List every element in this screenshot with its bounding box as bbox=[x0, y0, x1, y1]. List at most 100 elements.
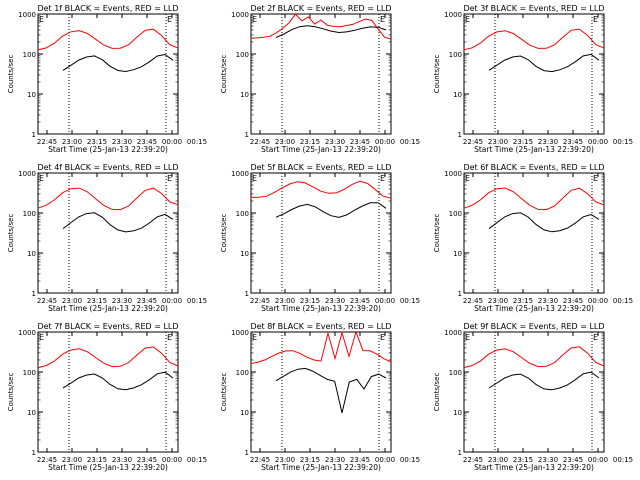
y-tick-label: 100 bbox=[23, 210, 36, 218]
series-line-lld bbox=[250, 180, 392, 199]
marker-label: E bbox=[465, 15, 470, 24]
x-axis: 22:45 23:00 23:15 23:30 23:45 00:00 00:15 bbox=[250, 173, 420, 305]
x-axis: 22:45 23:00 23:15 23:30 23:45 00:00 00:15 bbox=[250, 14, 420, 146]
x-tick-label: 23:30 bbox=[538, 297, 558, 305]
y-tick-label: 1 bbox=[458, 449, 462, 457]
x-axis: 22:45 23:00 23:15 23:30 23:45 00:00 00:15 bbox=[463, 332, 633, 464]
x-tick-label: 23:45 bbox=[350, 456, 370, 464]
x-tick-label: 23:45 bbox=[563, 297, 583, 305]
y-tick-label: 10 bbox=[27, 91, 36, 99]
series-line-events bbox=[488, 371, 600, 391]
series-line-events bbox=[62, 212, 174, 233]
y-axis-label: Counts/sec bbox=[433, 55, 441, 94]
plot-frame bbox=[250, 13, 392, 135]
y-tick-label: 1 bbox=[245, 449, 249, 457]
x-tick-label: 00:15 bbox=[613, 456, 633, 464]
x-tick-label: 23:15 bbox=[513, 297, 533, 305]
x-tick-label: 22:45 bbox=[37, 456, 57, 464]
series-line-lld bbox=[37, 28, 179, 51]
y-axis-label: Counts/sec bbox=[220, 373, 228, 412]
x-axis-label: Start Time (25-Jan-13 22:39:20) bbox=[261, 463, 381, 472]
plot-frame bbox=[250, 331, 392, 453]
y-axis-label: Counts/sec bbox=[7, 55, 15, 94]
x-tick-label: 00:00 bbox=[162, 456, 182, 464]
x-tick-label: 23:30 bbox=[112, 138, 132, 146]
chart-title: Det 3f BLACK = Events, RED = LLD bbox=[463, 4, 604, 13]
x-tick-label: 23:45 bbox=[563, 456, 583, 464]
y-tick-label: 1 bbox=[32, 131, 36, 139]
marker-label: E bbox=[252, 15, 257, 24]
x-tick-label: 23:30 bbox=[325, 297, 345, 305]
series-line-lld bbox=[463, 28, 605, 51]
x-tick-label: 23:00 bbox=[275, 138, 295, 146]
y-tick-label: 100 bbox=[236, 210, 249, 218]
series-line-events bbox=[275, 367, 387, 414]
x-tick-label: 23:45 bbox=[137, 297, 157, 305]
x-tick-label: 23:00 bbox=[488, 297, 508, 305]
y-tick-label: 100 bbox=[236, 51, 249, 59]
x-tick-label: 00:15 bbox=[613, 297, 633, 305]
x-tick-label: 23:30 bbox=[538, 138, 558, 146]
chart-panel-8: Det 8f BLACK = Events, RED = LLD 1 10 100 10… bbox=[220, 322, 420, 472]
y-tick-label: 1000 bbox=[18, 11, 36, 19]
marker-label: E bbox=[167, 333, 172, 342]
y-axis: 1 10 100 1000 bbox=[18, 11, 178, 139]
x-axis-label: Start Time (25-Jan-13 22:39:20) bbox=[474, 145, 594, 154]
series-line-lld bbox=[250, 330, 392, 365]
x-tick-label: 00:00 bbox=[162, 138, 182, 146]
y-tick-label: 1 bbox=[245, 131, 249, 139]
y-tick-label: 1000 bbox=[231, 329, 249, 337]
marker-label: E bbox=[167, 174, 172, 183]
x-tick-label: 22:45 bbox=[250, 297, 270, 305]
x-tick-label: 23:00 bbox=[62, 297, 82, 305]
y-axis-label: Counts/sec bbox=[7, 214, 15, 253]
y-tick-label: 1 bbox=[458, 131, 462, 139]
y-tick-label: 10 bbox=[453, 409, 462, 417]
chart-panel-4: Det 4f BLACK = Events, RED = LLD 1 10 100 10… bbox=[7, 163, 207, 313]
marker-label: E bbox=[465, 333, 470, 342]
series-line-lld bbox=[250, 13, 392, 40]
x-tick-label: 00:15 bbox=[613, 138, 633, 146]
y-tick-label: 1000 bbox=[231, 170, 249, 178]
y-tick-label: 100 bbox=[236, 369, 249, 377]
plot-frame bbox=[463, 172, 605, 294]
y-tick-label: 10 bbox=[240, 250, 249, 258]
x-tick-label: 00:00 bbox=[375, 138, 395, 146]
x-tick-label: 23:15 bbox=[300, 456, 320, 464]
y-axis: 1 10 100 1000 bbox=[231, 170, 391, 298]
x-tick-label: 00:00 bbox=[588, 297, 608, 305]
x-tick-label: 23:15 bbox=[513, 456, 533, 464]
y-tick-label: 10 bbox=[453, 91, 462, 99]
y-axis-label: Counts/sec bbox=[220, 55, 228, 94]
chart-title: Det 7f BLACK = Events, RED = LLD bbox=[37, 322, 178, 331]
x-tick-label: 22:45 bbox=[463, 297, 483, 305]
marker-label: E bbox=[593, 333, 598, 342]
x-axis-label: Start Time (25-Jan-13 22:39:20) bbox=[261, 304, 381, 313]
x-tick-label: 22:45 bbox=[37, 138, 57, 146]
x-tick-label: 23:00 bbox=[62, 456, 82, 464]
chart-title: Det 5f BLACK = Events, RED = LLD bbox=[250, 163, 391, 172]
chart-panel-7: Det 7f BLACK = Events, RED = LLD 1 10 100 10… bbox=[7, 322, 207, 472]
marker-label: E bbox=[39, 174, 44, 183]
x-tick-label: 23:15 bbox=[300, 297, 320, 305]
x-tick-label: 23:15 bbox=[87, 138, 107, 146]
plot-frame bbox=[463, 331, 605, 453]
x-tick-label: 23:45 bbox=[350, 297, 370, 305]
chart-panel-1: Det 1f BLACK = Events, RED = LLD 1 10 100 10… bbox=[7, 4, 207, 154]
y-tick-label: 1 bbox=[32, 449, 36, 457]
marker-label: E bbox=[39, 15, 44, 24]
x-tick-label: 00:00 bbox=[162, 297, 182, 305]
x-tick-label: 23:45 bbox=[350, 138, 370, 146]
x-axis-label: Start Time (25-Jan-13 22:39:20) bbox=[48, 145, 168, 154]
x-tick-label: 00:15 bbox=[187, 138, 207, 146]
x-tick-label: 00:00 bbox=[375, 297, 395, 305]
plot-frame bbox=[463, 13, 605, 135]
x-tick-label: 23:45 bbox=[563, 138, 583, 146]
y-tick-label: 1 bbox=[458, 290, 462, 298]
chart-title: Det 2f BLACK = Events, RED = LLD bbox=[250, 4, 391, 13]
y-tick-label: 100 bbox=[449, 51, 462, 59]
chart-title: Det 8f BLACK = Events, RED = LLD bbox=[250, 322, 391, 331]
y-tick-label: 10 bbox=[27, 409, 36, 417]
x-axis-label: Start Time (25-Jan-13 22:39:20) bbox=[474, 304, 594, 313]
x-tick-label: 23:30 bbox=[325, 456, 345, 464]
